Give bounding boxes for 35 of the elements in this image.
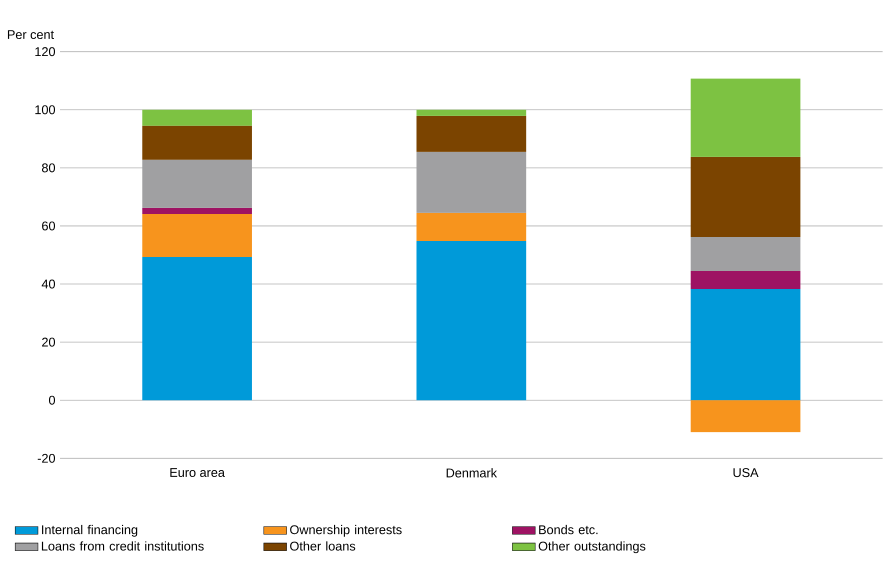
bar [416, 116, 526, 152]
bar [690, 156, 800, 237]
y-tick-label: 60 [42, 221, 56, 230]
bar [690, 400, 800, 432]
bar [416, 110, 526, 116]
x-tick-label: Denmark [446, 468, 498, 478]
y-tick-label: 100 [35, 105, 56, 114]
y-axis-title: Per cent [8, 30, 54, 40]
y-tick-label: 20 [42, 338, 56, 347]
y-tick-label: 0 [48, 396, 56, 405]
bar [416, 152, 526, 213]
bar [142, 214, 252, 258]
bar [690, 270, 800, 289]
legend-label: Ownership interests [290, 524, 402, 537]
legend-label: Loans from credit institutions [42, 541, 204, 551]
legend-label: Internal financing [42, 524, 138, 537]
bar [416, 241, 526, 400]
bar [416, 212, 526, 242]
bar [142, 208, 252, 214]
bar [690, 78, 800, 157]
bar [142, 110, 252, 126]
bar [690, 236, 800, 271]
bar [142, 160, 252, 208]
y-tick-label: 80 [42, 163, 56, 172]
y-tick-label: 40 [42, 280, 56, 289]
y-tick-label: 120 [35, 47, 56, 56]
bar [142, 257, 252, 400]
y-tick-label: -20 [38, 454, 56, 463]
legend-label: Other loans [290, 541, 356, 551]
legend-label: Bonds etc. [539, 524, 598, 534]
legend-label: Other outstandings [538, 541, 646, 554]
bar [690, 288, 800, 400]
x-tick-label: USA [734, 468, 759, 478]
x-tick-label: Euro area [170, 468, 225, 477]
bar [142, 126, 252, 160]
